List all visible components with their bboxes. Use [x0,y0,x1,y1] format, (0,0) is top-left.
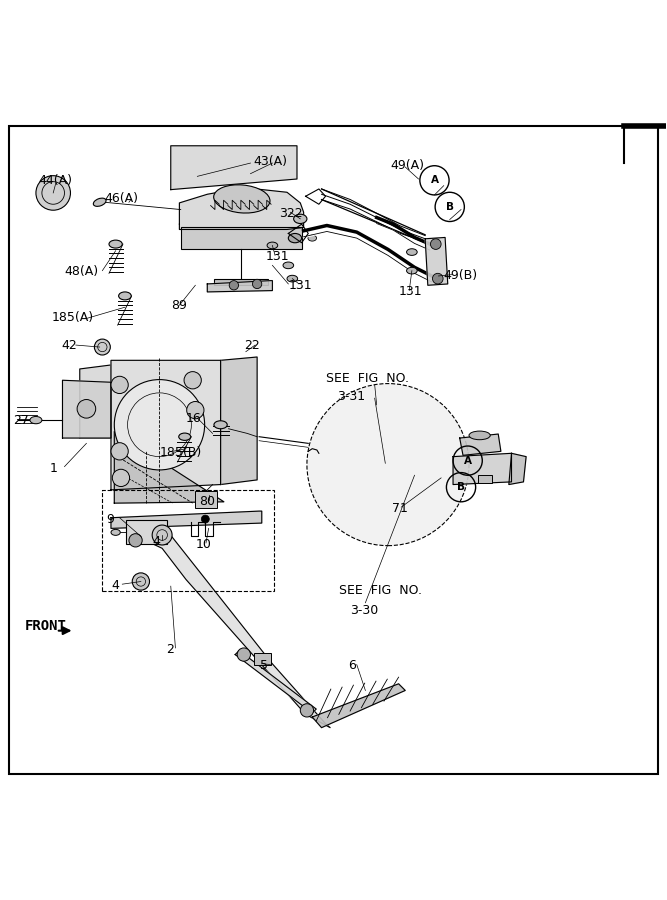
Ellipse shape [407,267,417,274]
Bar [214,279,268,285]
Text: FRONT: FRONT [25,619,67,633]
Text: 71: 71 [392,502,408,515]
Polygon shape [235,651,316,713]
Polygon shape [63,381,111,438]
Ellipse shape [293,214,307,223]
Ellipse shape [469,431,490,440]
Bar [181,227,301,249]
Circle shape [132,573,149,590]
Text: 48(A): 48(A) [65,266,99,278]
Text: 16: 16 [186,411,202,425]
Polygon shape [207,281,272,292]
Text: 131: 131 [399,285,422,299]
Polygon shape [321,189,425,243]
Polygon shape [509,454,526,484]
Polygon shape [111,511,261,528]
Circle shape [112,469,129,487]
Text: 185(A): 185(A) [51,310,93,324]
Text: 42: 42 [61,338,77,352]
Text: 43(A): 43(A) [253,155,287,167]
Text: 9: 9 [106,513,114,526]
Ellipse shape [214,421,227,428]
Text: 80: 80 [199,495,215,508]
Ellipse shape [213,184,270,213]
Polygon shape [425,238,448,285]
Ellipse shape [288,233,301,243]
Bar [102,490,273,590]
Circle shape [114,380,205,470]
Bar [126,520,167,544]
Text: 27: 27 [13,414,29,427]
Polygon shape [453,454,512,484]
Text: 46(A): 46(A) [104,193,138,205]
Circle shape [111,376,128,393]
Text: 49(B): 49(B) [443,269,477,283]
Circle shape [253,279,261,289]
Text: 1: 1 [49,462,57,475]
Circle shape [111,443,128,460]
Text: B: B [457,482,465,492]
Circle shape [187,401,204,419]
Circle shape [307,383,469,545]
Circle shape [430,238,441,249]
Bar [478,474,492,483]
Text: 89: 89 [171,299,187,311]
Text: B: B [446,202,454,211]
Ellipse shape [283,262,293,269]
Text: 49(A): 49(A) [390,159,424,172]
Polygon shape [312,684,406,727]
Circle shape [152,525,172,545]
Text: SEE  FIG  NO.: SEE FIG NO. [339,584,422,598]
Circle shape [36,176,71,211]
Text: 3-30: 3-30 [350,604,378,617]
Ellipse shape [308,235,317,241]
Ellipse shape [109,240,122,248]
Circle shape [300,704,313,717]
Circle shape [184,372,201,389]
Text: SEE  FIG  NO.: SEE FIG NO. [325,372,408,385]
Text: 2: 2 [166,643,174,656]
Bar [195,491,217,508]
Polygon shape [221,357,257,484]
Polygon shape [139,525,330,727]
Ellipse shape [407,248,417,256]
Text: 322: 322 [279,207,303,220]
Polygon shape [460,434,501,455]
Ellipse shape [93,198,106,206]
Circle shape [229,281,239,290]
Text: 22: 22 [244,338,259,352]
Polygon shape [80,365,111,438]
Circle shape [129,534,142,547]
Circle shape [94,339,110,355]
Ellipse shape [30,417,42,424]
Text: 185(B): 185(B) [159,446,201,459]
Text: 4: 4 [153,536,161,548]
Text: 4: 4 [111,579,119,592]
Text: A: A [464,455,472,465]
Circle shape [201,515,209,523]
Text: 131: 131 [265,249,289,263]
Polygon shape [179,187,303,230]
Polygon shape [114,431,224,503]
Text: 44(A): 44(A) [38,175,72,187]
Ellipse shape [111,529,120,535]
Circle shape [77,400,95,419]
Polygon shape [171,146,297,190]
Ellipse shape [267,242,277,248]
Circle shape [237,648,251,662]
Text: 131: 131 [288,279,312,292]
Circle shape [432,274,443,284]
Text: 5: 5 [260,660,268,672]
Text: 6: 6 [348,660,356,672]
Text: A: A [430,176,438,185]
Ellipse shape [287,275,297,282]
Text: 3-31: 3-31 [337,391,365,403]
Bar [253,653,271,665]
Polygon shape [111,360,221,490]
Ellipse shape [179,433,191,440]
Ellipse shape [119,292,131,300]
Text: 10: 10 [195,538,211,551]
